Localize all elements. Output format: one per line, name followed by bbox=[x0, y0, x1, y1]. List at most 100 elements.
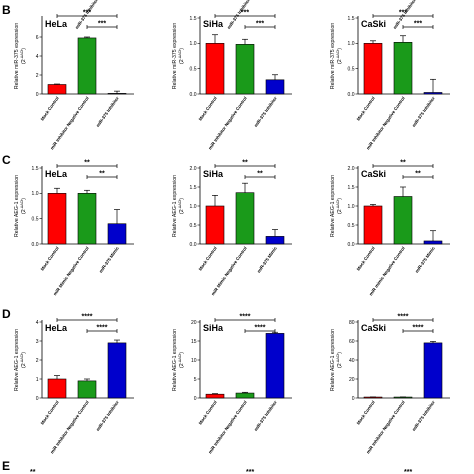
sig-label-1: **** bbox=[240, 314, 251, 321]
bar-1 bbox=[205, 393, 225, 399]
x-tick-label-3: miR-375 Inhibitor bbox=[411, 399, 436, 431]
chart-b-siha: 0.0 0.5 1.0 1.5 Relative miR-375 expression(… bbox=[172, 10, 292, 151]
y-tick-label: 5 bbox=[194, 377, 197, 383]
x-tick-label-3: miR-375 Inhibitor bbox=[411, 95, 436, 127]
x-tick-label-1: Mock Control bbox=[356, 96, 376, 122]
sig-label-1: **** bbox=[398, 314, 409, 321]
y-tick-label: 0.0 bbox=[32, 242, 39, 248]
bar-3 bbox=[265, 236, 285, 245]
x-tick-label-1: Mock Control bbox=[198, 400, 218, 426]
y-tick-label: 0.5 bbox=[190, 66, 197, 72]
x-tick-label-3: miR-375 Inhibitor bbox=[95, 95, 120, 127]
sig-label-1: ** bbox=[84, 160, 90, 167]
bottom-clip-text-3: *** bbox=[404, 469, 412, 474]
y-tick-label: 4 bbox=[36, 320, 39, 326]
panel-letter-e: E bbox=[2, 459, 10, 473]
y-tick-label: 10 bbox=[191, 358, 197, 364]
y-tick-label: 1.5 bbox=[190, 16, 197, 22]
y-tick-label: 0 bbox=[36, 396, 39, 402]
y-tick-label: 0.0 bbox=[348, 242, 355, 248]
y-tick-label: 20 bbox=[349, 377, 355, 383]
y-tick-label: 60 bbox=[349, 339, 355, 345]
y-axis-label: Relative miR-375 expression bbox=[330, 23, 336, 89]
y-tick-label: 1.0 bbox=[190, 204, 197, 210]
y-tick-label: 1.5 bbox=[348, 16, 355, 22]
panel-letter-c: C bbox=[2, 153, 11, 167]
chart-title: HeLa bbox=[45, 169, 68, 179]
sig-label-2: **** bbox=[255, 325, 266, 332]
y-tick-label: 2 bbox=[36, 358, 39, 364]
sig-label-2: *** bbox=[98, 21, 106, 28]
sig-label-1: *** bbox=[241, 10, 249, 17]
sig-label-2: ** bbox=[257, 171, 263, 178]
y-axis-label: Relative AEG-1 expression bbox=[172, 329, 178, 391]
bar-2 bbox=[77, 37, 97, 95]
y-tick-label: 40 bbox=[349, 358, 355, 364]
chart-c-siha: 0.0 0.5 1.0 1.5 2.0 Relative AEG-1 expression… bbox=[172, 160, 292, 296]
y-axis-label-formula: (2-ΔΔCt) bbox=[178, 48, 185, 64]
bar-2 bbox=[235, 192, 255, 245]
bar-2 bbox=[235, 392, 255, 399]
chart-title: SiHa bbox=[203, 323, 224, 333]
y-tick-label: 3 bbox=[36, 339, 39, 345]
x-tick-label-3: miR-375 Mimic bbox=[98, 245, 120, 274]
x-tick-label-1: Mock Control bbox=[198, 96, 218, 122]
y-tick-label: 0 bbox=[36, 92, 39, 98]
y-tick-label: 1.5 bbox=[32, 166, 39, 172]
sig-label-2: **** bbox=[97, 325, 108, 332]
y-tick-label: 0.5 bbox=[348, 66, 355, 72]
y-tick-label: 1.5 bbox=[348, 185, 355, 191]
bar-1 bbox=[47, 193, 67, 245]
x-tick-label-3: miR-375 Mimic bbox=[414, 245, 436, 274]
chart-b-hela: 0 2 4 6 Relative miR-375 expression (2-ΔΔCt) H… bbox=[14, 10, 134, 151]
y-axis-label: Relative miR-375 expression bbox=[14, 23, 20, 89]
bar-1 bbox=[363, 205, 383, 245]
bar-2 bbox=[77, 193, 97, 245]
bar-3 bbox=[423, 92, 443, 95]
y-tick-label: 1.5 bbox=[190, 185, 197, 191]
bottom-clip-text-2: *** bbox=[246, 469, 254, 474]
bar-1 bbox=[363, 43, 383, 95]
chart-d-caski: 0 20 40 60 80 Relative AEG-1 expression (2-ΔΔC… bbox=[330, 314, 450, 455]
y-axis-label-formula: (2-ΔΔCt) bbox=[20, 198, 27, 214]
y-tick-label: 20 bbox=[191, 320, 197, 326]
x-tick-label-1: Mock Control bbox=[356, 246, 376, 272]
bar-2 bbox=[77, 380, 97, 399]
bar-1 bbox=[205, 43, 225, 95]
y-tick-label: 80 bbox=[349, 320, 355, 326]
x-tick-label-1: Mock Control bbox=[356, 400, 376, 426]
x-tick-label-1: Mock Control bbox=[40, 96, 60, 122]
y-axis-label-formula: (2-ΔΔCt) bbox=[336, 48, 343, 64]
y-axis-label-formula: (2-ΔΔCt) bbox=[178, 198, 185, 214]
x-tick-label-3: miR-375 Inhibitor bbox=[253, 399, 278, 431]
bottom-clip-text-1: ** bbox=[30, 469, 36, 474]
y-tick-label: 0.5 bbox=[348, 223, 355, 229]
y-tick-label: 2.0 bbox=[348, 166, 355, 172]
y-tick-label: 1 bbox=[36, 377, 39, 383]
chart-title: CaSki bbox=[361, 19, 386, 29]
y-axis-label: Relative AEG-1 expression bbox=[172, 175, 178, 237]
sig-label-2: *** bbox=[414, 21, 422, 28]
sig-label-2: *** bbox=[256, 21, 264, 28]
panel-letter-b: B bbox=[2, 3, 11, 17]
y-axis-label-formula: (2-ΔΔCt) bbox=[20, 352, 27, 368]
y-axis-label-formula: (2-ΔΔCt) bbox=[336, 198, 343, 214]
bar-3 bbox=[107, 342, 127, 399]
sig-label-2: **** bbox=[413, 325, 424, 332]
y-tick-label: 1.0 bbox=[190, 41, 197, 47]
sig-label-2: ** bbox=[99, 171, 105, 178]
bar-3 bbox=[423, 342, 443, 399]
x-tick-label-1: Mock Control bbox=[40, 246, 60, 272]
bar-2 bbox=[393, 196, 413, 245]
chart-title: SiHa bbox=[203, 19, 224, 29]
y-tick-label: 0.0 bbox=[190, 92, 197, 98]
bar-1 bbox=[205, 205, 225, 245]
y-tick-label: 1.0 bbox=[32, 191, 39, 197]
bar-2 bbox=[393, 42, 413, 95]
y-tick-label: 15 bbox=[191, 339, 197, 345]
bar-2 bbox=[235, 44, 255, 95]
x-tick-label-3: miR-375 Inhibitor bbox=[95, 399, 120, 431]
y-axis-label: Relative AEG-1 expression bbox=[330, 329, 336, 391]
y-tick-label: 0.5 bbox=[190, 223, 197, 229]
chart-title: CaSki bbox=[361, 323, 386, 333]
